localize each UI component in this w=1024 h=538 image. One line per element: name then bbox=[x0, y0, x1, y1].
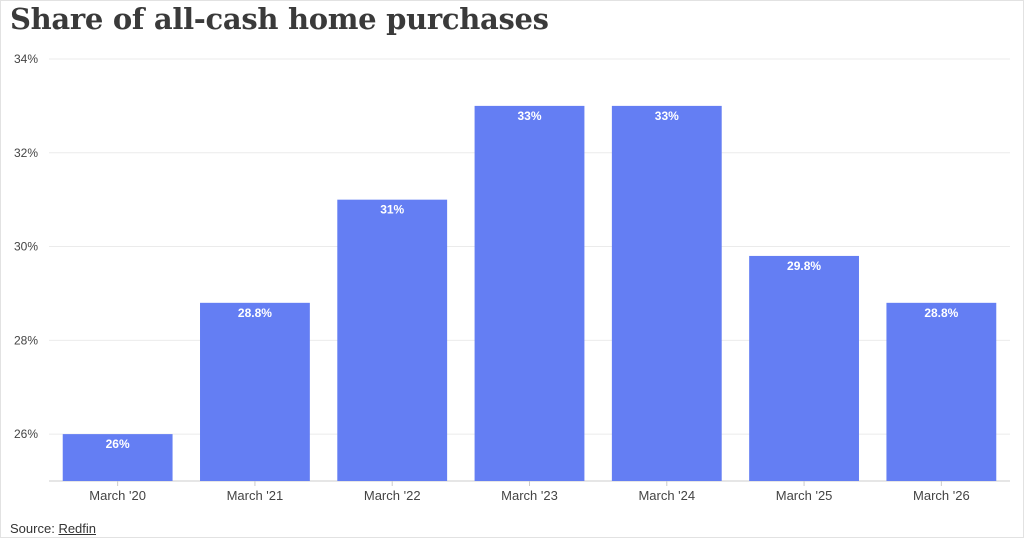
bar-chart: 26% 28% 30% 32% 34% 26% 28.8% 31% 33% 33% 29.8% 28… bbox=[14, 52, 1010, 503]
y-axis-ticks: 26% 28% 30% 32% 34% bbox=[14, 52, 38, 441]
x-tick-label: March '20 bbox=[89, 488, 146, 503]
bar bbox=[611, 105, 722, 481]
source-link[interactable]: Redfin bbox=[58, 521, 97, 536]
y-tick-label: 28% bbox=[14, 333, 38, 347]
source-note: Source: Redfin bbox=[10, 521, 96, 536]
y-tick-label: 30% bbox=[14, 240, 38, 254]
x-axis-ticks: March '20 March '21 March '22 March '23 Marc… bbox=[89, 481, 970, 503]
bars bbox=[62, 105, 997, 481]
x-tick-label: March '22 bbox=[364, 488, 421, 503]
chart-title: Share of all-cash home purchases bbox=[10, 2, 549, 36]
bar-data-label: 33% bbox=[517, 109, 541, 123]
bar bbox=[337, 199, 448, 481]
bar bbox=[62, 434, 173, 481]
bar bbox=[474, 105, 585, 481]
bar-data-label: 26% bbox=[106, 437, 130, 451]
bar-data-label: 31% bbox=[380, 203, 404, 217]
data-labels: 26% 28.8% 31% 33% 33% 29.8% 28.8% bbox=[106, 109, 959, 451]
x-tick-label: March '25 bbox=[776, 488, 833, 503]
bar-data-label: 28.8% bbox=[924, 306, 958, 320]
bar bbox=[200, 302, 310, 481]
y-tick-label: 34% bbox=[14, 52, 38, 66]
x-tick-label: March '21 bbox=[227, 488, 284, 503]
bar-data-label: 33% bbox=[655, 109, 679, 123]
x-tick-label: March '24 bbox=[638, 488, 695, 503]
source-label: Source: bbox=[10, 521, 55, 536]
y-tick-label: 32% bbox=[14, 146, 38, 160]
bar-data-label: 28.8% bbox=[238, 306, 272, 320]
bar-data-label: 29.8% bbox=[787, 259, 821, 273]
bar bbox=[749, 255, 859, 481]
x-tick-label: March '26 bbox=[913, 488, 970, 503]
bar bbox=[886, 302, 997, 481]
y-tick-label: 26% bbox=[14, 427, 38, 441]
x-tick-label: March '23 bbox=[501, 488, 558, 503]
